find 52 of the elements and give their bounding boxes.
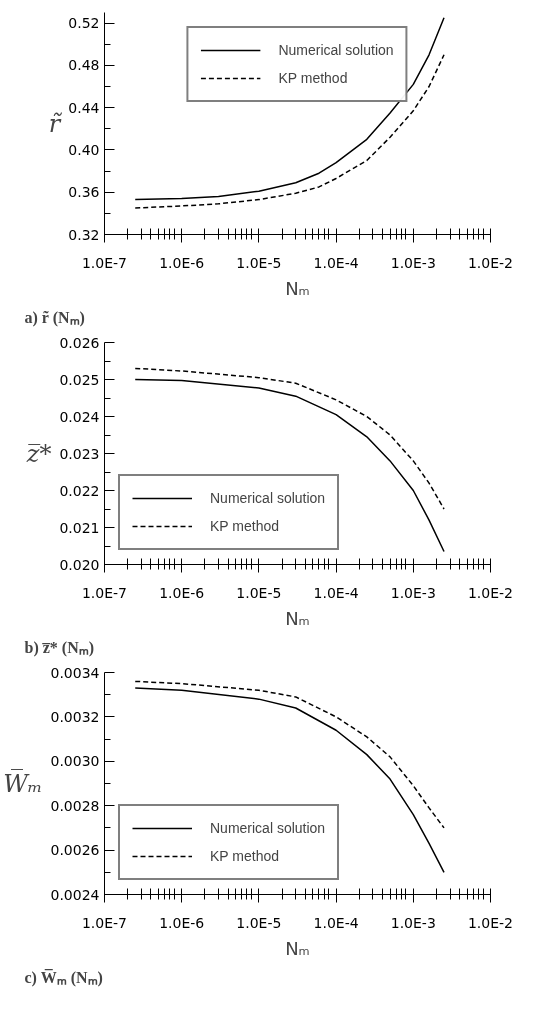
y-tick-label: 0.48: [68, 57, 100, 74]
x-tick-label: 1.0E-2: [467, 254, 514, 271]
x-axis-title: Nₘ: [285, 937, 310, 959]
y-tick-label: 0.026: [59, 334, 100, 351]
y-tick-label: 0.36: [68, 184, 100, 201]
legend-label: Numerical solution: [278, 42, 394, 58]
y-tick-label: 0.0034: [50, 664, 100, 681]
y-tick-label: 0.023: [59, 445, 100, 462]
legend-label: KP method: [210, 518, 280, 534]
x-tick-label: 1.0E-7: [81, 254, 128, 271]
y-tick-label: 0.025: [59, 371, 100, 388]
y-tick-label: 0.52: [68, 15, 100, 32]
legend-label: Numerical solution: [210, 490, 326, 506]
y-tick-label: 0.0024: [50, 886, 100, 903]
legend-label: KP method: [210, 848, 280, 864]
x-tick-label: 1.0E-3: [390, 584, 436, 601]
y-tick-label: 0.0032: [50, 708, 100, 725]
x-axis-title: Nₘ: [285, 277, 310, 299]
y-axis-title: r̃: [48, 109, 63, 138]
x-tick-label: 1.0E-4: [313, 254, 359, 271]
y-tick-label: 0.022: [59, 482, 100, 499]
x-tick-label: 1.0E-2: [467, 914, 514, 931]
text: a) r̃ (Nₘ): [24, 308, 85, 327]
x-axis-title: Nₘ: [285, 607, 310, 629]
y-tick-label: 0.0026: [50, 842, 100, 859]
x-tick-label: 1.0E-5: [236, 914, 282, 931]
text: c) W̅ₘ (Nₘ): [24, 968, 103, 987]
x-tick-label: 1.0E-7: [81, 584, 128, 601]
y-axis-title: z̅*: [25, 439, 52, 468]
y-tick-label: 0.024: [59, 408, 100, 425]
x-tick-label: 1.0E-7: [81, 914, 128, 931]
x-tick-label: 1.0E-6: [159, 914, 205, 931]
y-tick-label: 0.32: [68, 226, 100, 243]
y-tick-label: 0.0030: [50, 753, 100, 770]
text: b) z̅* (Nₘ): [24, 638, 95, 657]
x-tick-label: 1.0E-4: [313, 914, 359, 931]
x-tick-label: 1.0E-3: [390, 254, 436, 271]
x-tick-label: 1.0E-2: [467, 584, 514, 601]
legend-label: KP method: [278, 70, 348, 86]
x-tick-label: 1.0E-6: [159, 254, 205, 271]
y-tick-label: 0.020: [59, 556, 100, 573]
x-tick-label: 1.0E-5: [236, 584, 282, 601]
x-tick-label: 1.0E-6: [159, 584, 205, 601]
legend-label: Numerical solution: [210, 820, 326, 836]
y-tick-label: 0.44: [68, 99, 100, 116]
x-tick-label: 1.0E-4: [313, 584, 359, 601]
y-axis-title: W̅ₘ: [3, 769, 43, 798]
y-tick-label: 0.0028: [50, 797, 100, 814]
x-tick-label: 1.0E-3: [390, 914, 436, 931]
y-tick-label: 0.40: [68, 141, 100, 158]
y-tick-label: 0.021: [59, 519, 100, 536]
x-tick-label: 1.0E-5: [236, 254, 282, 271]
